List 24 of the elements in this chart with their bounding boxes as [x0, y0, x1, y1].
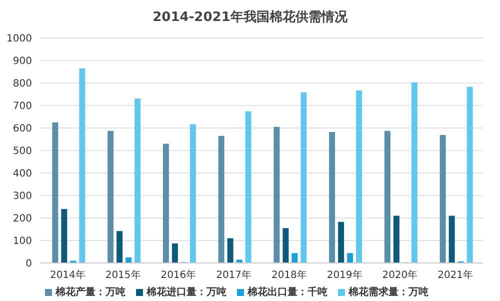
x-tick-label: 2016年 — [160, 269, 196, 282]
y-tick-label: 600 — [12, 124, 32, 135]
x-tick-label: 2014年 — [50, 269, 86, 282]
y-tick-label: 500 — [12, 146, 32, 158]
y-tick-label: 200 — [12, 214, 32, 225]
x-tick-label: 2021年 — [438, 269, 474, 282]
x-tick-label: 2017年 — [216, 269, 252, 282]
y-tick-label: 0 — [26, 258, 32, 270]
x-tick-label: 2015年 — [105, 269, 141, 282]
y-tick-label: 1000 — [6, 34, 32, 45]
y-tick-label: 700 — [12, 101, 32, 112]
chart-title: 2014-2021年我国棉花供需情况 — [152, 9, 348, 27]
legend-label: 棉花进口量：万吨 — [146, 287, 226, 298]
y-tick-label: 100 — [12, 236, 32, 248]
x-tick-label: 2020年 — [382, 269, 418, 282]
legend-label: 棉花产量：万吨 — [56, 287, 126, 298]
x-tick-label: 2018年 — [271, 269, 307, 282]
legend-label: 棉花出口量：千吨 — [248, 287, 328, 298]
y-tick-label: 400 — [12, 168, 32, 180]
y-tick-label: 900 — [12, 56, 32, 68]
y-tick-label: 800 — [12, 78, 32, 90]
y-tick-label: 300 — [12, 191, 32, 202]
legend-label: 棉花需求量：万吨 — [348, 287, 428, 298]
x-tick-label: 2019年 — [326, 269, 362, 282]
